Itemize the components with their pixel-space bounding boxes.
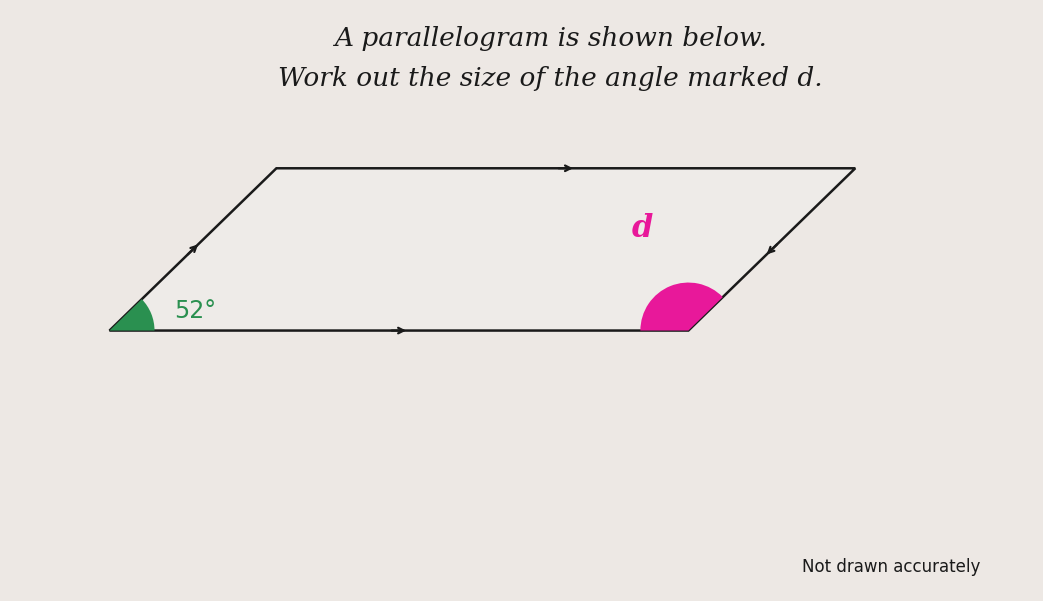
Text: A parallelogram is shown below.: A parallelogram is shown below. [334,26,767,51]
Polygon shape [110,168,855,331]
Text: Not drawn accurately: Not drawn accurately [802,558,980,576]
Text: 52°: 52° [174,299,217,323]
Text: Work out the size of the angle marked d.: Work out the size of the angle marked d. [277,66,822,91]
Wedge shape [640,282,723,331]
Wedge shape [110,299,154,331]
Text: d: d [631,213,653,243]
